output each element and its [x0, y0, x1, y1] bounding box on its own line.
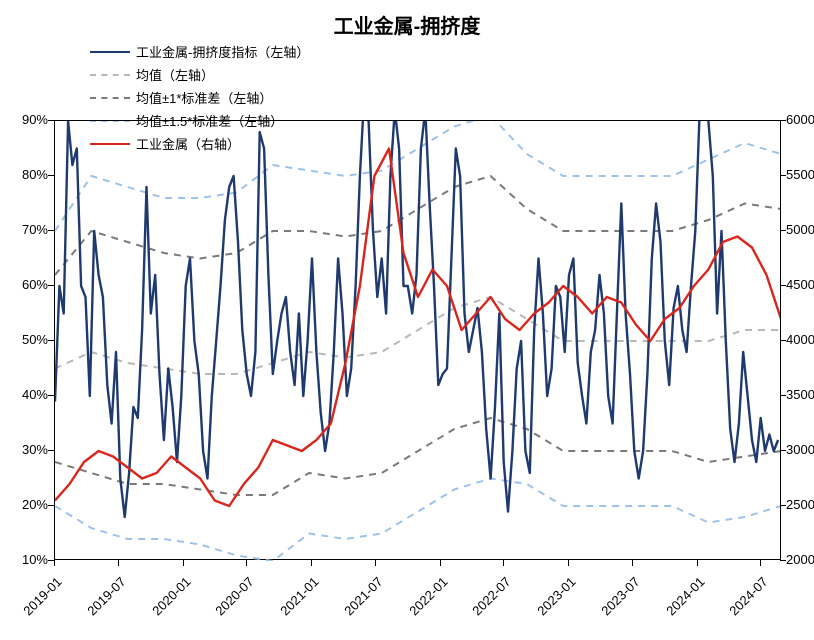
y-left-tick: 40%	[22, 387, 48, 402]
y-left-tick: 30%	[22, 442, 48, 457]
x-tick: 2024-07	[718, 574, 771, 627]
legend-swatch	[90, 74, 130, 76]
y-left-tick-mark	[48, 505, 54, 506]
x-tick-mark	[118, 560, 119, 566]
legend-swatch	[90, 97, 130, 99]
chart-title: 工业金属-拥挤度	[0, 10, 814, 39]
x-tick: 2023-01	[526, 574, 579, 627]
y-right-tick: 5500	[786, 167, 814, 182]
y-right-tick-mark	[780, 560, 786, 561]
y-left-tick-mark	[48, 120, 54, 121]
legend-swatch	[90, 51, 130, 53]
x-tick-mark	[697, 560, 698, 566]
series-std15-lower	[55, 479, 781, 562]
x-tick-mark	[375, 560, 376, 566]
x-tick: 2021-07	[332, 574, 385, 627]
x-tick-mark	[246, 560, 247, 566]
x-tick-mark	[503, 560, 504, 566]
y-right-tick: 5000	[786, 222, 814, 237]
y-right-tick: 2500	[786, 497, 814, 512]
y-left-tick-mark	[48, 450, 54, 451]
right-axis-line	[780, 120, 781, 560]
y-right-tick: 6000	[786, 112, 814, 127]
y-left-tick-mark	[48, 285, 54, 286]
x-tick-mark	[632, 560, 633, 566]
y-left-tick-mark	[48, 230, 54, 231]
y-right-tick: 4000	[786, 332, 814, 347]
legend-item: 均值（左轴）	[90, 65, 420, 84]
x-tick-mark	[54, 560, 55, 566]
x-tick: 2022-01	[397, 574, 450, 627]
series-congestion	[55, 121, 778, 517]
y-right-tick: 2000	[786, 552, 814, 567]
y-right-tick: 4500	[786, 277, 814, 292]
y-left-tick: 80%	[22, 167, 48, 182]
x-tick: 2023-07	[589, 574, 642, 627]
x-tick: 2020-01	[140, 574, 193, 627]
x-tick: 2024-01	[654, 574, 707, 627]
x-tick: 2019-07	[75, 574, 128, 627]
legend-label: 工业金属-拥挤度指标（左轴）	[136, 42, 309, 61]
y-left-tick-mark	[48, 560, 54, 561]
legend-item: 均值±1*标准差（左轴）	[90, 88, 460, 107]
x-tick-mark	[760, 560, 761, 566]
y-left-tick: 10%	[22, 552, 48, 567]
legend-item: 工业金属-拥挤度指标（左轴）	[90, 42, 460, 61]
plot-area	[54, 120, 780, 560]
y-left-tick: 50%	[22, 332, 48, 347]
x-tick: 2022-07	[461, 574, 514, 627]
y-right-tick: 3500	[786, 387, 814, 402]
y-right-tick: 3000	[786, 442, 814, 457]
y-left-tick-mark	[48, 175, 54, 176]
x-tick: 2021-01	[269, 574, 322, 627]
x-tick-mark	[440, 560, 441, 566]
y-left-tick: 70%	[22, 222, 48, 237]
chart-container: 工业金属-拥挤度 工业金属-拥挤度指标（左轴） 均值（左轴） 均值±1*标准差（左轴…	[0, 0, 814, 640]
x-tick: 2019-01	[12, 574, 65, 627]
y-left-tick: 60%	[22, 277, 48, 292]
legend-label: 均值±1*标准差（左轴）	[136, 88, 272, 107]
plot-svg	[55, 121, 781, 561]
x-tick-mark	[311, 560, 312, 566]
x-tick: 2020-07	[204, 574, 257, 627]
x-tick-mark	[568, 560, 569, 566]
x-tick-mark	[183, 560, 184, 566]
y-left-tick: 90%	[22, 112, 48, 127]
y-left-tick: 20%	[22, 497, 48, 512]
legend-label: 均值（左轴）	[136, 65, 214, 84]
y-left-tick-mark	[48, 340, 54, 341]
y-left-tick-mark	[48, 395, 54, 396]
